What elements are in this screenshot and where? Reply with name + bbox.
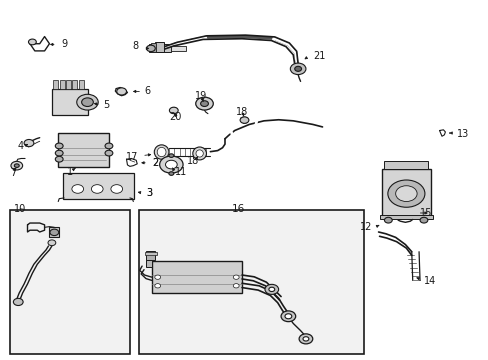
Circle shape: [200, 101, 208, 107]
Bar: [10, 211, 130, 354]
Circle shape: [387, 180, 424, 207]
Circle shape: [50, 229, 59, 235]
Text: 7: 7: [10, 168, 16, 178]
Circle shape: [55, 156, 63, 162]
Text: 2: 2: [152, 158, 158, 168]
Text: 8: 8: [132, 41, 139, 51]
Bar: [146, 251, 155, 260]
Text: 1: 1: [67, 167, 73, 177]
Circle shape: [268, 287, 274, 292]
Text: 4: 4: [17, 141, 23, 151]
Ellipse shape: [196, 150, 203, 157]
Circle shape: [419, 217, 427, 223]
Text: 15: 15: [419, 208, 431, 218]
Circle shape: [303, 337, 308, 341]
Circle shape: [111, 185, 122, 193]
Text: 13: 13: [456, 129, 468, 139]
Circle shape: [105, 150, 113, 156]
Text: 5: 5: [103, 100, 109, 110]
Bar: [49, 227, 59, 237]
Bar: [379, 215, 432, 220]
Circle shape: [11, 161, 22, 170]
Circle shape: [55, 150, 63, 156]
Circle shape: [168, 172, 173, 175]
Circle shape: [281, 311, 295, 321]
Circle shape: [195, 97, 213, 110]
Circle shape: [264, 284, 278, 294]
Circle shape: [299, 334, 312, 344]
Circle shape: [233, 275, 239, 279]
Bar: [58, 134, 109, 167]
Bar: [381, 169, 430, 218]
Circle shape: [165, 160, 177, 169]
Circle shape: [24, 139, 34, 147]
Circle shape: [240, 117, 248, 123]
Bar: [60, 80, 64, 89]
Text: 19: 19: [194, 91, 206, 101]
Text: 18: 18: [187, 156, 199, 166]
Circle shape: [72, 185, 83, 193]
Circle shape: [395, 186, 416, 202]
Circle shape: [169, 107, 178, 114]
Circle shape: [233, 284, 239, 288]
Bar: [384, 161, 427, 169]
Circle shape: [81, 98, 93, 107]
Circle shape: [13, 298, 23, 306]
Bar: [146, 260, 152, 267]
Circle shape: [105, 143, 113, 149]
Ellipse shape: [192, 147, 206, 160]
Text: 3: 3: [146, 188, 152, 198]
Circle shape: [159, 156, 183, 173]
Circle shape: [77, 94, 98, 110]
Circle shape: [168, 154, 173, 157]
Text: 3: 3: [146, 188, 152, 198]
Text: 20: 20: [169, 112, 181, 122]
Text: 11: 11: [175, 167, 187, 177]
Bar: [144, 252, 157, 255]
Circle shape: [155, 284, 160, 288]
Bar: [72, 80, 77, 89]
Circle shape: [14, 164, 19, 167]
Ellipse shape: [157, 147, 165, 157]
Circle shape: [290, 63, 305, 75]
Bar: [53, 80, 58, 89]
Circle shape: [285, 314, 291, 319]
Circle shape: [294, 66, 301, 71]
Bar: [63, 173, 134, 199]
Bar: [171, 46, 185, 51]
Text: 6: 6: [144, 86, 150, 96]
Bar: [139, 211, 363, 354]
Text: 10: 10: [14, 204, 26, 214]
Bar: [149, 44, 171, 52]
Bar: [155, 42, 163, 52]
Text: 17: 17: [125, 152, 138, 162]
Text: 2: 2: [152, 158, 158, 168]
Circle shape: [146, 45, 155, 51]
Circle shape: [91, 185, 103, 193]
Circle shape: [48, 240, 56, 246]
Text: 12: 12: [359, 222, 371, 231]
Circle shape: [384, 217, 391, 223]
Circle shape: [28, 39, 36, 45]
Bar: [52, 89, 88, 116]
Ellipse shape: [154, 145, 168, 159]
Circle shape: [55, 143, 63, 149]
Circle shape: [117, 88, 126, 95]
Bar: [66, 80, 71, 89]
Text: 14: 14: [423, 276, 435, 286]
Text: 16: 16: [231, 204, 244, 215]
Bar: [152, 261, 242, 293]
Text: 21: 21: [312, 51, 325, 61]
Text: 9: 9: [61, 40, 68, 49]
Bar: [151, 43, 156, 51]
Text: 18: 18: [235, 107, 248, 117]
Bar: [79, 80, 83, 89]
Circle shape: [155, 275, 160, 279]
